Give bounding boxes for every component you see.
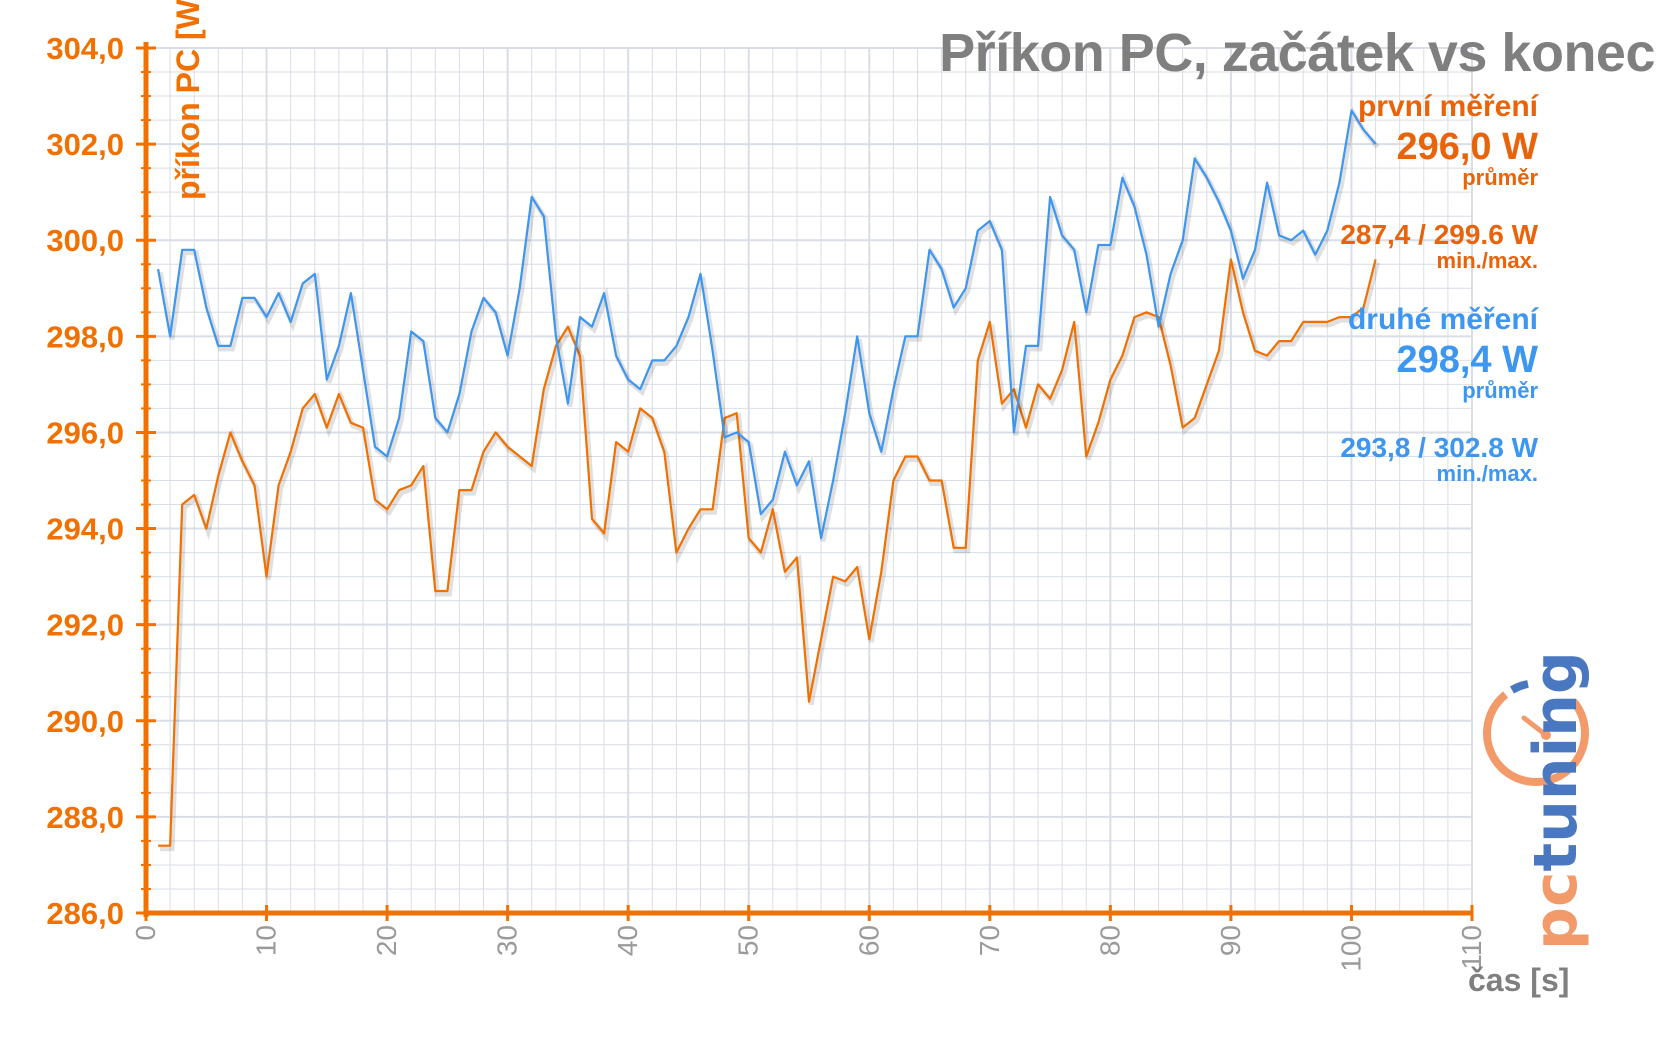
x-tick-label: 70: [974, 925, 1005, 956]
series-name-second: druhé měření: [1347, 303, 1538, 336]
avg-value-first: 296,0 W: [1396, 126, 1538, 168]
avg-value-second: 298,4 W: [1396, 339, 1538, 381]
x-tick-label: 20: [371, 925, 402, 956]
avg-label-second: průměr: [1462, 378, 1538, 403]
x-tick-label: 10: [251, 925, 282, 956]
y-tick-label: 292,0: [46, 608, 124, 643]
y-tick-label: 286,0: [46, 896, 124, 931]
y-tick-label: 298,0: [46, 319, 124, 354]
x-tick-label: 0: [130, 925, 161, 941]
series-line-1: [158, 258, 1377, 847]
y-tick-label: 296,0: [46, 415, 124, 450]
y-axis-label: příkon PC [W]: [170, 0, 206, 200]
x-tick-label: 50: [733, 925, 764, 956]
axes: 286,0 288,0 290,0 292,0 294,0 296,0 298,0 300,0…: [46, 31, 1487, 972]
chart-title: Příkon PC, začátek vs konec: [939, 23, 1655, 83]
x-tick-label: 30: [492, 925, 523, 956]
series-line-2: [157, 109, 1377, 540]
y-tick-label: 288,0: [46, 800, 124, 835]
minmax-value-first: 287,4 / 299.6 W: [1340, 219, 1538, 250]
avg-label-first: průměr: [1462, 165, 1538, 190]
logo-text: pctuning: [1521, 651, 1591, 950]
stats-second-measurement: druhé měření 298,4 W průměr 293,8 / 302.…: [1340, 305, 1538, 485]
stats-first-measurement: první měření 296,0 W průměr 287,4 / 299.…: [1340, 92, 1538, 272]
x-axis-label: čas [s]: [1468, 962, 1570, 998]
x-tick-label: 40: [612, 925, 643, 956]
y-tick-label: 290,0: [46, 704, 124, 739]
logo-gauge-ring: [1483, 679, 1589, 786]
y-tick-label: 300,0: [46, 223, 124, 258]
minmax-value-second: 293,8 / 302.8 W: [1340, 432, 1538, 463]
x-tick-label: 60: [853, 925, 884, 956]
x-tick-label: 90: [1215, 925, 1246, 956]
x-tick-label: 80: [1094, 925, 1125, 956]
series-shadow-2: [157, 106, 1380, 542]
x-tick-label: 110: [1456, 925, 1487, 970]
grid: [145, 47, 1473, 914]
series-lines: [157, 106, 1381, 852]
series-name-first: první měření: [1357, 90, 1538, 123]
y-tick-label: 302,0: [46, 127, 124, 162]
logo-gauge-hub: [1541, 730, 1551, 740]
minmax-label-second: min./max.: [1436, 461, 1538, 486]
x-tick-label: 100: [1335, 925, 1366, 972]
pctuning-logo: pctuning: [1483, 651, 1591, 950]
y-tick-label: 304,0: [46, 31, 124, 66]
y-tick-label: 294,0: [46, 512, 124, 547]
minmax-label-first: min./max.: [1436, 248, 1538, 273]
logo-gauge-accent: [1509, 680, 1529, 694]
